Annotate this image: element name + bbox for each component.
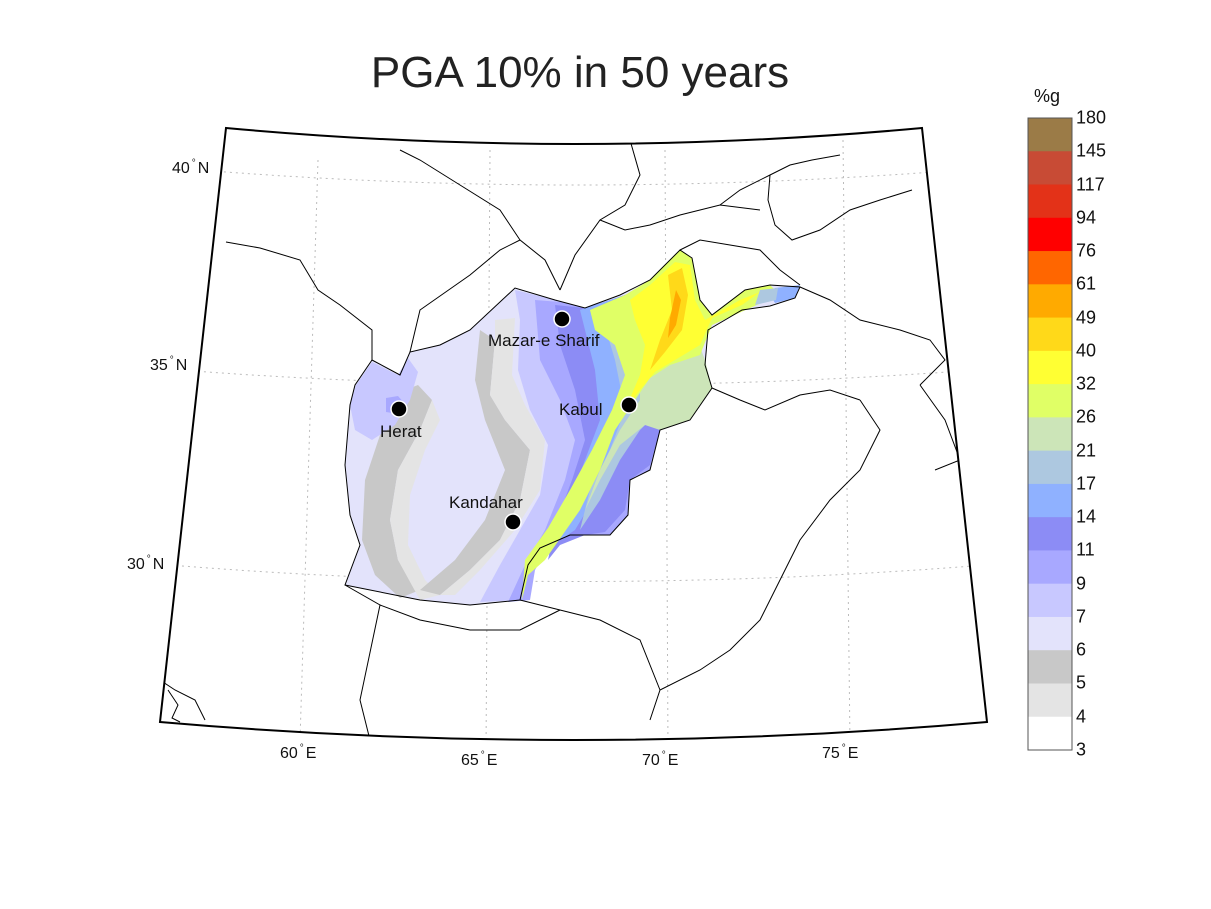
lat-label-35: 35 ° N: [150, 355, 188, 374]
colorbar-swatch: [1028, 350, 1072, 385]
city-label-kabul: Kabul: [559, 400, 603, 419]
colorbar-tick-label: 145: [1076, 140, 1107, 161]
colorbar-tick-label: 14: [1076, 506, 1097, 527]
colorbar-swatch: [1028, 550, 1072, 585]
contour-wakhan-mid: [755, 288, 778, 305]
colorbar-tick-label: 4: [1076, 706, 1087, 727]
colorbar-swatch: [1028, 184, 1072, 219]
colorbar-tick-label: 21: [1076, 440, 1097, 461]
colorbar-swatch: [1028, 517, 1072, 551]
colorbar-tick-label: 32: [1076, 373, 1097, 394]
city-marker-kabul: [620, 396, 638, 414]
colorbar: [1028, 118, 1072, 751]
city-marker-mazar: [553, 310, 571, 328]
colorbar-swatch: [1028, 118, 1072, 152]
colorbar-swatch: [1028, 384, 1072, 418]
contour-herat-9: [350, 358, 418, 440]
contour-band-40: [625, 262, 760, 410]
lat-label-30: 30 ° N: [127, 554, 165, 573]
colorbar-swatch: [1028, 716, 1072, 751]
colorbar-swatch: [1028, 450, 1072, 485]
lon-label-65: 65 ° E: [461, 750, 498, 769]
colorbar-tick-label: 11: [1076, 539, 1095, 560]
colorbar-swatch: [1028, 616, 1072, 651]
contour-band-5-east: [440, 318, 545, 595]
colorbar-tick-label: 94: [1076, 207, 1097, 228]
colorbar-swatch: [1028, 317, 1072, 352]
lat-label-40: 40 ° N: [172, 158, 210, 177]
lon-label-75: 75 ° E: [822, 743, 859, 762]
contour-band-61: [668, 290, 681, 338]
city-marker-kandahar: [504, 513, 522, 531]
contour-band-6-east: [420, 330, 530, 595]
city-marker-herat: [390, 400, 408, 418]
city-label-kandahar: Kandahar: [449, 493, 523, 512]
colorbar-tick-label: 9: [1076, 573, 1087, 594]
colorbar-tick-label: 180: [1076, 107, 1107, 128]
colorbar-tick-label: 26: [1076, 406, 1097, 427]
colorbar-border: [1027, 117, 1073, 751]
colorbar-swatch: [1028, 217, 1072, 252]
colorbar-tick-label: 17: [1076, 473, 1097, 494]
hazard-contours: [345, 250, 800, 605]
contour-band-6-west: [362, 385, 432, 598]
colorbar-tick-label: 117: [1076, 174, 1105, 195]
colorbar-unit: %g: [1034, 86, 1061, 106]
colorbar-tick-label: 76: [1076, 240, 1097, 261]
colorbar-swatch: [1028, 483, 1072, 518]
colorbar-tick-label: 61: [1076, 273, 1097, 294]
colorbar-swatch: [1028, 151, 1072, 186]
city-label-mazar: Mazar-e Sharif: [488, 331, 600, 350]
map-frame-border: [158, 126, 989, 741]
colorbar-tick-label: 6: [1076, 639, 1087, 660]
colorbar-tick-label: 3: [1076, 739, 1087, 760]
colorbar-swatch: [1028, 683, 1072, 718]
colorbar-tick-label: 5: [1076, 672, 1087, 693]
colorbar-tick-label: 40: [1076, 340, 1097, 361]
map-title: PGA 10% in 50 years: [370, 48, 790, 97]
colorbar-swatch: [1028, 251, 1072, 285]
colorbar-tick-label: 7: [1076, 606, 1087, 627]
colorbar-tick-label: 49: [1076, 307, 1097, 328]
lon-label-70: 70 ° E: [642, 750, 679, 769]
city-label-herat: Herat: [380, 422, 422, 441]
city-markers: [390, 310, 638, 531]
lon-label-60: 60 ° E: [280, 743, 317, 762]
contour-band-49: [650, 268, 688, 370]
colorbar-swatch: [1028, 650, 1072, 684]
colorbar-swatch: [1028, 284, 1072, 319]
country-borders: [160, 139, 961, 740]
colorbar-swatch: [1028, 417, 1072, 452]
colorbar-swatch: [1028, 583, 1072, 618]
contour-band-5-west: [390, 400, 440, 600]
